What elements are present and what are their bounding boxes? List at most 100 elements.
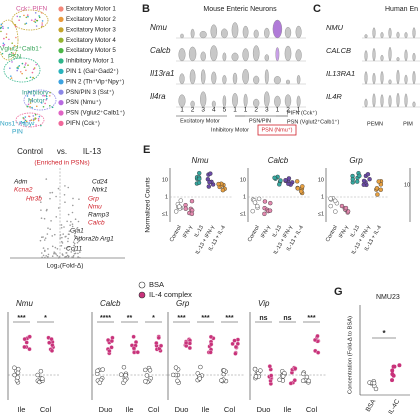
sample-point <box>304 374 310 380</box>
umap-cell <box>31 100 34 102</box>
gene-point <box>43 250 46 252</box>
umap-cell <box>19 15 21 18</box>
y-tick-label: 10 <box>404 182 410 188</box>
gene-point <box>76 226 79 229</box>
gene-label: Cd24 <box>92 179 108 186</box>
violin <box>388 27 392 39</box>
sample-point <box>230 341 235 346</box>
sample-point <box>378 182 384 187</box>
sample-point <box>109 345 114 350</box>
sample-point <box>27 334 32 339</box>
x-tick-label: IL-13 <box>350 225 361 239</box>
gene-point <box>67 240 69 243</box>
sample-point <box>173 209 179 214</box>
group-label: PSN/PIN <box>249 118 271 124</box>
umap-cell <box>32 115 35 117</box>
x-tick-label: BSA <box>365 398 378 413</box>
sample-point <box>255 203 260 209</box>
sample-point <box>252 200 258 205</box>
umap-cell <box>0 30 2 33</box>
sample-point <box>100 367 105 372</box>
violin <box>364 71 368 85</box>
x-axis-label: Log₂(Fold-Δ) <box>47 263 84 270</box>
sample-point <box>300 378 306 384</box>
sample-point <box>233 344 239 350</box>
x-tick-label: Duo <box>175 405 189 414</box>
legend-label: Inhibitory Motor 1 <box>66 58 114 65</box>
gene-label: Adora2b <box>73 236 99 243</box>
sample-point <box>154 340 159 346</box>
violin <box>253 75 260 85</box>
sample-point <box>207 180 212 185</box>
umap-cell <box>41 24 43 26</box>
cluster-number: 2 <box>286 107 290 114</box>
sample-point <box>15 366 21 372</box>
gene-point <box>70 251 73 253</box>
umap-cell <box>31 106 33 109</box>
umap-cell <box>10 51 13 54</box>
sample-point <box>286 176 292 181</box>
sample-point <box>300 184 305 189</box>
umap-cell <box>48 94 51 97</box>
legend-label: IL-4 complex <box>149 290 192 299</box>
umap-cell <box>2 44 5 47</box>
gene-point <box>63 226 65 228</box>
sample-point <box>367 176 372 182</box>
gene-point <box>41 256 43 259</box>
gene-label: IL4R <box>326 92 342 101</box>
sample-point <box>97 380 103 386</box>
sample-point <box>143 379 148 384</box>
gene-point <box>59 237 61 239</box>
sample-point <box>280 374 286 379</box>
violin <box>242 25 249 39</box>
gene-point <box>62 254 64 256</box>
umap-cell <box>30 19 33 21</box>
umap-cell <box>18 19 20 22</box>
violin <box>284 45 292 62</box>
gene-point <box>79 251 81 253</box>
umap-cell <box>0 26 3 29</box>
legend-swatch <box>138 281 146 289</box>
x-tick-label: Col <box>40 405 52 414</box>
gene-point <box>56 248 59 250</box>
violin <box>364 50 368 62</box>
umap-cell <box>1 52 4 55</box>
umap-cell <box>34 18 37 21</box>
violin <box>272 19 283 39</box>
cluster-number: 3 <box>265 107 269 114</box>
legend-label: Excitatory Motor 1 <box>66 6 116 13</box>
cluster-label: PSN <box>8 54 22 61</box>
umap-cell <box>3 43 6 46</box>
sample-point <box>283 178 288 183</box>
violin <box>179 73 185 85</box>
legend-swatch <box>58 89 64 95</box>
umap-cluster <box>15 112 45 128</box>
sample-point <box>250 208 255 214</box>
gene-label: Grp <box>88 196 99 203</box>
gene-point <box>78 240 80 243</box>
violin <box>380 32 384 39</box>
gene-point <box>76 241 79 244</box>
y-tick-label: ≤1 <box>240 211 246 217</box>
sample-point <box>122 378 128 383</box>
x-tick-label: IFN-γ <box>260 225 272 240</box>
x-tick-label: IL-13 <box>272 225 283 239</box>
gene-label: Kcna2 <box>14 187 33 194</box>
sample-point <box>315 333 320 339</box>
x-tick-label: Control <box>325 225 339 243</box>
x-tick-label: Col <box>306 405 318 414</box>
umap-cell <box>35 124 37 126</box>
sample-point <box>206 184 212 189</box>
y-tick-label: 1 <box>165 194 168 200</box>
umap-cell <box>16 15 19 18</box>
umap-cell <box>32 118 35 121</box>
violin <box>296 95 301 108</box>
cluster-number: 1 <box>233 107 237 114</box>
umap-cell <box>9 47 12 50</box>
violin <box>210 45 218 62</box>
violin <box>364 98 368 108</box>
sample-point <box>219 378 224 383</box>
gene-point <box>42 247 45 249</box>
umap-cell <box>35 25 38 27</box>
x-tick-label: Ile <box>202 405 210 414</box>
